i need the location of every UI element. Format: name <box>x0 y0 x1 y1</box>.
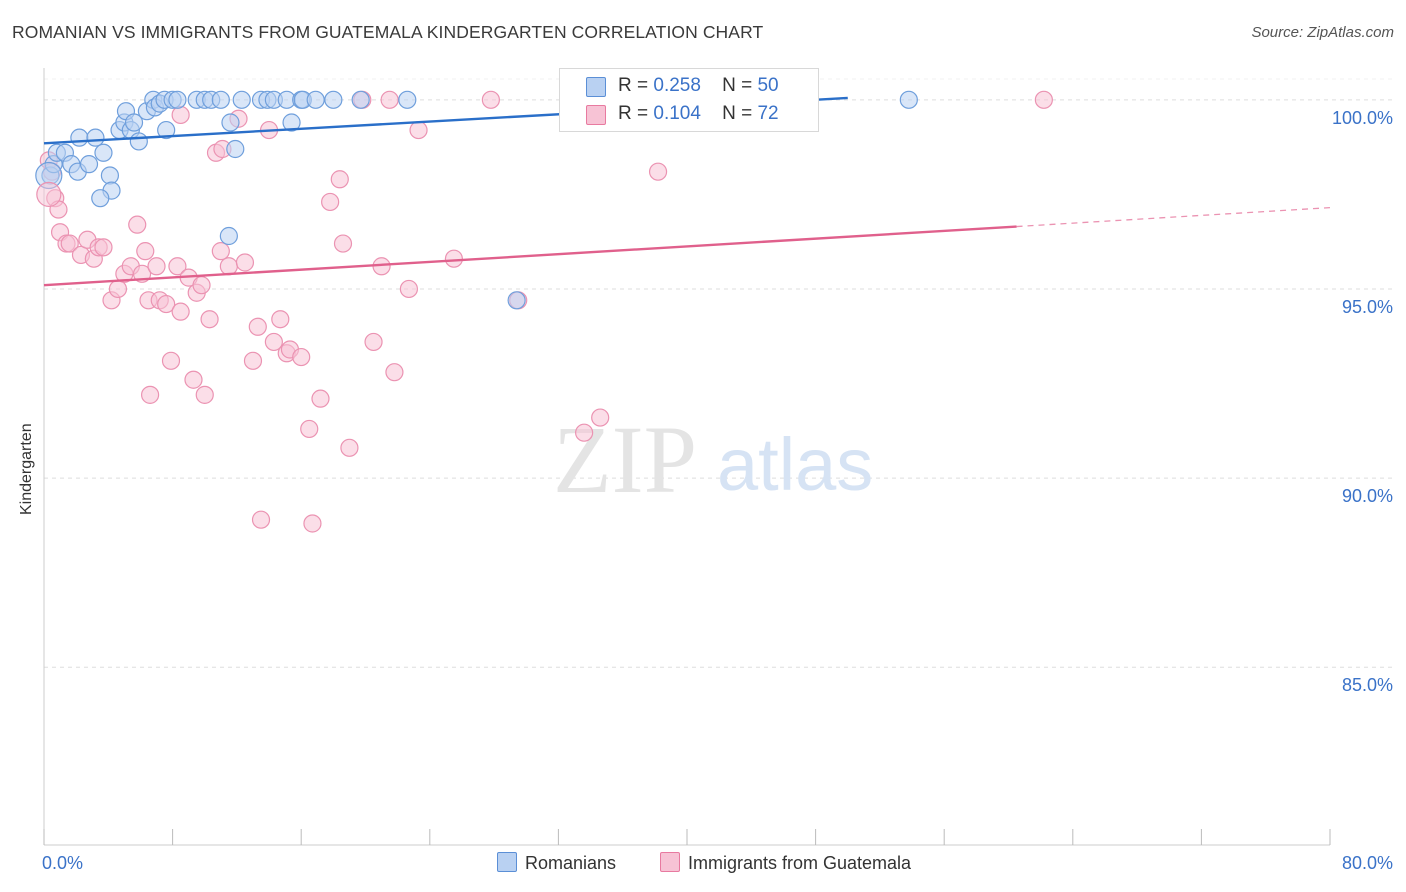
point-guatemala <box>385 363 404 382</box>
point-guatemala <box>340 438 359 457</box>
point-romanians <box>157 120 176 140</box>
point-guatemala <box>184 370 203 389</box>
points-layer <box>35 90 1053 533</box>
point-guatemala <box>380 90 399 109</box>
point-guatemala <box>321 192 340 212</box>
stats-legend: R = 0.258 N = 50 R = 0.104 N = 72 <box>559 68 819 132</box>
point-guatemala <box>1034 90 1053 109</box>
point-romanians <box>100 166 120 185</box>
bottom-label-guatemala: Immigrants from Guatemala <box>688 853 912 873</box>
bottom-legend-romanians: Romanians <box>497 852 616 874</box>
point-guatemala <box>161 351 181 370</box>
point-guatemala <box>171 302 190 321</box>
point-guatemala <box>311 389 330 408</box>
trend-line-guatemala-extension <box>1016 206 1331 228</box>
point-romanians <box>507 291 526 310</box>
point-guatemala <box>128 215 147 234</box>
legend-text-guatemala: R = 0.104 N = 72 <box>618 103 779 124</box>
point-guatemala <box>157 294 176 314</box>
legend-swatch-guatemala <box>586 105 606 125</box>
point-guatemala-large <box>36 181 62 207</box>
point-guatemala <box>140 385 160 404</box>
bottom-legend-guatemala: Immigrants from Guatemala <box>660 852 911 874</box>
point-guatemala <box>444 249 464 268</box>
watermark-zip: ZIP <box>553 406 697 513</box>
point-guatemala <box>264 332 283 352</box>
point-guatemala <box>136 242 155 261</box>
point-guatemala <box>192 276 211 295</box>
y-tick-label: 100.0% <box>1332 108 1393 128</box>
label-layer: 85.0% 90.0% 95.0% 100.0% 0.0% 80.0% <box>42 108 1393 873</box>
chart-title: ROMANIAN VS IMMIGRANTS FROM GUATEMALA KI… <box>12 22 764 42</box>
point-romanians <box>86 128 105 147</box>
bottom-swatch-romanians <box>497 852 517 872</box>
source-label: Source: ZipAtlas.com <box>1251 24 1394 41</box>
point-guatemala <box>333 234 353 253</box>
point-guatemala <box>60 234 79 253</box>
y-tick-label: 95.0% <box>1342 297 1393 317</box>
point-guatemala <box>243 351 263 370</box>
point-romanians <box>226 139 245 159</box>
point-guatemala <box>303 514 322 533</box>
point-romanians <box>91 189 110 208</box>
legend-swatch-romanians <box>586 77 606 97</box>
point-romanians <box>168 90 187 109</box>
watermark-atlas: atlas <box>717 423 873 506</box>
x-tick-label-min: 0.0% <box>42 853 83 873</box>
point-guatemala <box>211 242 230 261</box>
point-romanians <box>94 143 113 162</box>
point-guatemala <box>409 120 428 140</box>
point-guatemala <box>271 310 290 329</box>
point-guatemala <box>219 257 238 276</box>
point-romanians <box>221 113 240 132</box>
point-romanians <box>124 113 144 132</box>
point-guatemala <box>168 257 187 276</box>
point-guatemala <box>200 310 219 329</box>
point-romanians <box>306 90 325 109</box>
point-romanians <box>398 90 417 109</box>
point-romanians <box>219 226 238 246</box>
point-guatemala <box>251 510 271 529</box>
point-guatemala <box>248 317 267 336</box>
point-romanians <box>351 90 370 109</box>
grid-layer <box>44 78 1392 668</box>
legend-text-romanians: R = 0.258 N = 50 <box>618 75 779 96</box>
point-guatemala <box>399 279 419 299</box>
point-romanians <box>79 155 99 174</box>
y-tick-label: 85.0% <box>1342 675 1393 695</box>
point-guatemala <box>235 253 255 272</box>
point-romanians <box>899 90 918 109</box>
point-romanians <box>324 90 343 109</box>
point-guatemala <box>108 279 128 299</box>
trend-line-guatemala <box>43 225 1017 287</box>
bottom-label-romanians: Romanians <box>525 853 617 873</box>
bottom-swatch-guatemala <box>660 852 680 872</box>
point-romanians <box>70 128 89 147</box>
point-romanians <box>232 90 251 109</box>
x-tick-label-max: 80.0% <box>1342 853 1393 873</box>
point-guatemala <box>591 408 610 427</box>
watermark: ZIP atlas <box>553 406 873 513</box>
point-guatemala <box>94 238 113 257</box>
point-romanians <box>282 113 301 132</box>
point-guatemala <box>481 90 500 109</box>
point-guatemala <box>575 423 594 442</box>
point-guatemala <box>147 257 166 276</box>
point-guatemala <box>300 419 319 439</box>
point-romanians <box>129 132 148 151</box>
point-romanians <box>211 90 230 109</box>
y-tick-label: 90.0% <box>1342 486 1393 506</box>
y-axis-title: Kindergarten <box>18 423 35 515</box>
point-guatemala <box>195 385 214 404</box>
point-guatemala <box>292 347 311 367</box>
point-guatemala <box>648 162 668 181</box>
point-guatemala <box>330 170 349 189</box>
point-guatemala <box>171 105 190 125</box>
point-guatemala <box>364 332 383 352</box>
